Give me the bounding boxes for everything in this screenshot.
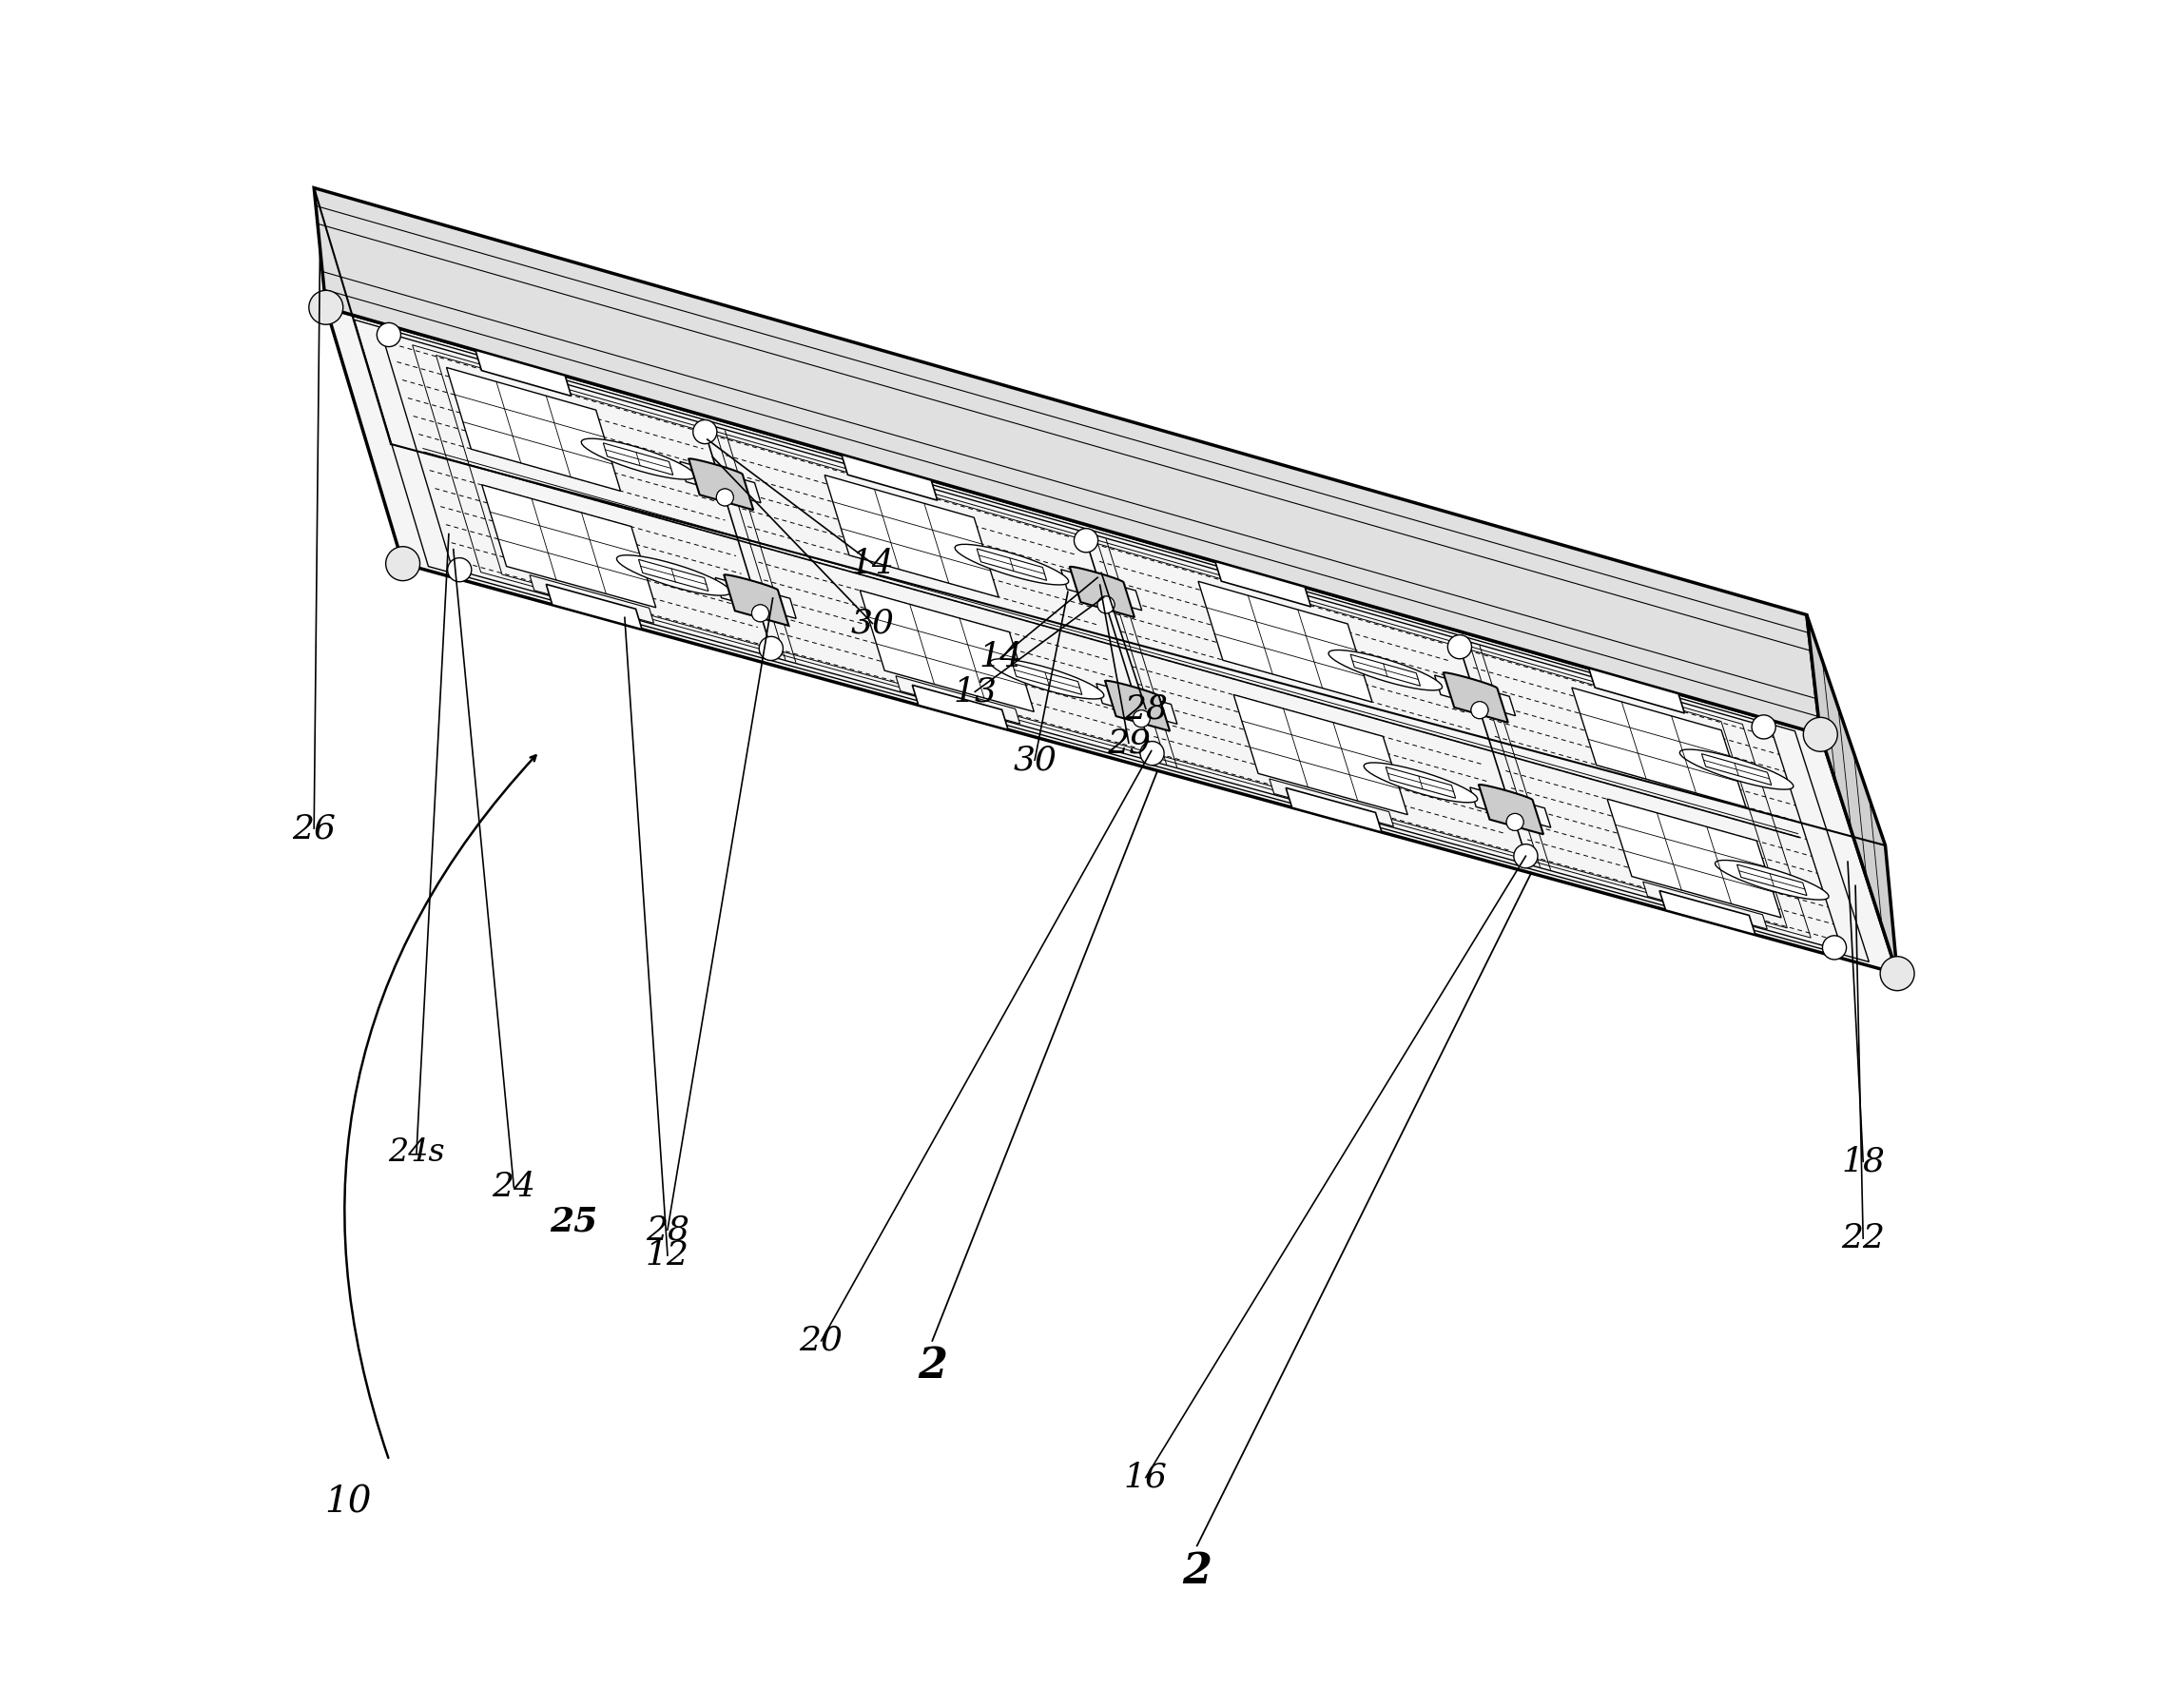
Polygon shape [1716, 861, 1829, 900]
Text: 24s: 24s [389, 1138, 445, 1168]
Text: 18: 18 [1842, 1146, 1885, 1177]
Polygon shape [482, 485, 656, 608]
Polygon shape [860, 591, 1034, 712]
Polygon shape [326, 307, 1898, 974]
Polygon shape [977, 548, 1047, 581]
Polygon shape [1012, 663, 1082, 695]
Polygon shape [1071, 567, 1134, 617]
Text: 28: 28 [1123, 693, 1169, 724]
Circle shape [447, 559, 471, 582]
Text: 2: 2 [1182, 1551, 1212, 1592]
Circle shape [1803, 717, 1838, 752]
Circle shape [1507, 813, 1523, 830]
Text: 28: 28 [645, 1214, 689, 1245]
Polygon shape [956, 545, 1069, 584]
Circle shape [1140, 741, 1164, 765]
Polygon shape [1573, 688, 1746, 808]
Polygon shape [639, 560, 708, 591]
Polygon shape [841, 454, 938, 500]
Polygon shape [715, 577, 797, 618]
Polygon shape [689, 459, 754, 511]
Text: 30: 30 [851, 608, 895, 639]
Polygon shape [1444, 673, 1507, 722]
Polygon shape [476, 350, 571, 396]
Polygon shape [825, 475, 999, 598]
Circle shape [1507, 813, 1523, 830]
Polygon shape [582, 439, 695, 480]
Text: 26: 26 [293, 813, 337, 844]
Circle shape [758, 637, 784, 661]
Circle shape [693, 420, 717, 444]
Circle shape [752, 605, 769, 622]
Polygon shape [1097, 683, 1177, 724]
Polygon shape [895, 676, 1021, 724]
Circle shape [1881, 956, 1914, 991]
Circle shape [308, 290, 343, 325]
Text: 22: 22 [1842, 1223, 1885, 1254]
Polygon shape [1807, 615, 1898, 974]
Text: 29: 29 [1108, 728, 1151, 758]
Polygon shape [1199, 581, 1373, 702]
Text: 20: 20 [799, 1325, 843, 1356]
Text: 2: 2 [917, 1346, 947, 1387]
Circle shape [1075, 528, 1099, 552]
Circle shape [1470, 702, 1488, 719]
Polygon shape [1329, 651, 1442, 690]
Text: 25: 25 [550, 1206, 597, 1237]
Circle shape [752, 605, 769, 622]
Polygon shape [680, 461, 760, 502]
Polygon shape [1659, 890, 1755, 934]
Polygon shape [604, 442, 673, 475]
Polygon shape [1679, 750, 1794, 789]
Polygon shape [1351, 654, 1420, 687]
Circle shape [1097, 596, 1114, 613]
Circle shape [1514, 844, 1538, 868]
Polygon shape [1607, 799, 1781, 917]
Circle shape [1134, 711, 1149, 728]
Polygon shape [1364, 763, 1477, 803]
Polygon shape [1588, 668, 1685, 714]
Polygon shape [1470, 787, 1551, 827]
Polygon shape [1434, 675, 1516, 716]
Circle shape [1470, 702, 1488, 719]
Circle shape [1134, 711, 1149, 728]
Polygon shape [1642, 881, 1768, 929]
Polygon shape [912, 685, 1008, 729]
Polygon shape [617, 555, 730, 596]
Polygon shape [1738, 864, 1807, 895]
Circle shape [378, 323, 402, 347]
Polygon shape [1234, 695, 1407, 815]
Circle shape [1822, 936, 1846, 960]
Polygon shape [1106, 681, 1171, 731]
Polygon shape [1386, 767, 1455, 798]
Text: 30: 30 [1012, 745, 1056, 775]
Text: 14: 14 [980, 642, 1023, 673]
Polygon shape [530, 576, 654, 623]
Polygon shape [723, 574, 788, 625]
Text: 13: 13 [954, 676, 997, 707]
Circle shape [717, 488, 734, 506]
Polygon shape [1214, 562, 1312, 606]
Text: 24: 24 [493, 1172, 536, 1202]
Circle shape [387, 547, 419, 581]
Circle shape [717, 488, 734, 506]
Polygon shape [1286, 787, 1381, 832]
Polygon shape [990, 659, 1103, 699]
Circle shape [1097, 596, 1114, 613]
Polygon shape [1268, 779, 1394, 827]
Text: 14: 14 [851, 548, 895, 579]
Text: 10: 10 [324, 1486, 371, 1520]
Text: 16: 16 [1123, 1462, 1169, 1493]
Polygon shape [1479, 784, 1544, 834]
Polygon shape [1060, 569, 1142, 610]
Polygon shape [1701, 753, 1772, 786]
Polygon shape [315, 188, 1820, 734]
Text: 12: 12 [645, 1240, 689, 1271]
Polygon shape [447, 367, 621, 490]
Polygon shape [545, 584, 643, 629]
Circle shape [1449, 635, 1473, 659]
Circle shape [1753, 716, 1777, 740]
